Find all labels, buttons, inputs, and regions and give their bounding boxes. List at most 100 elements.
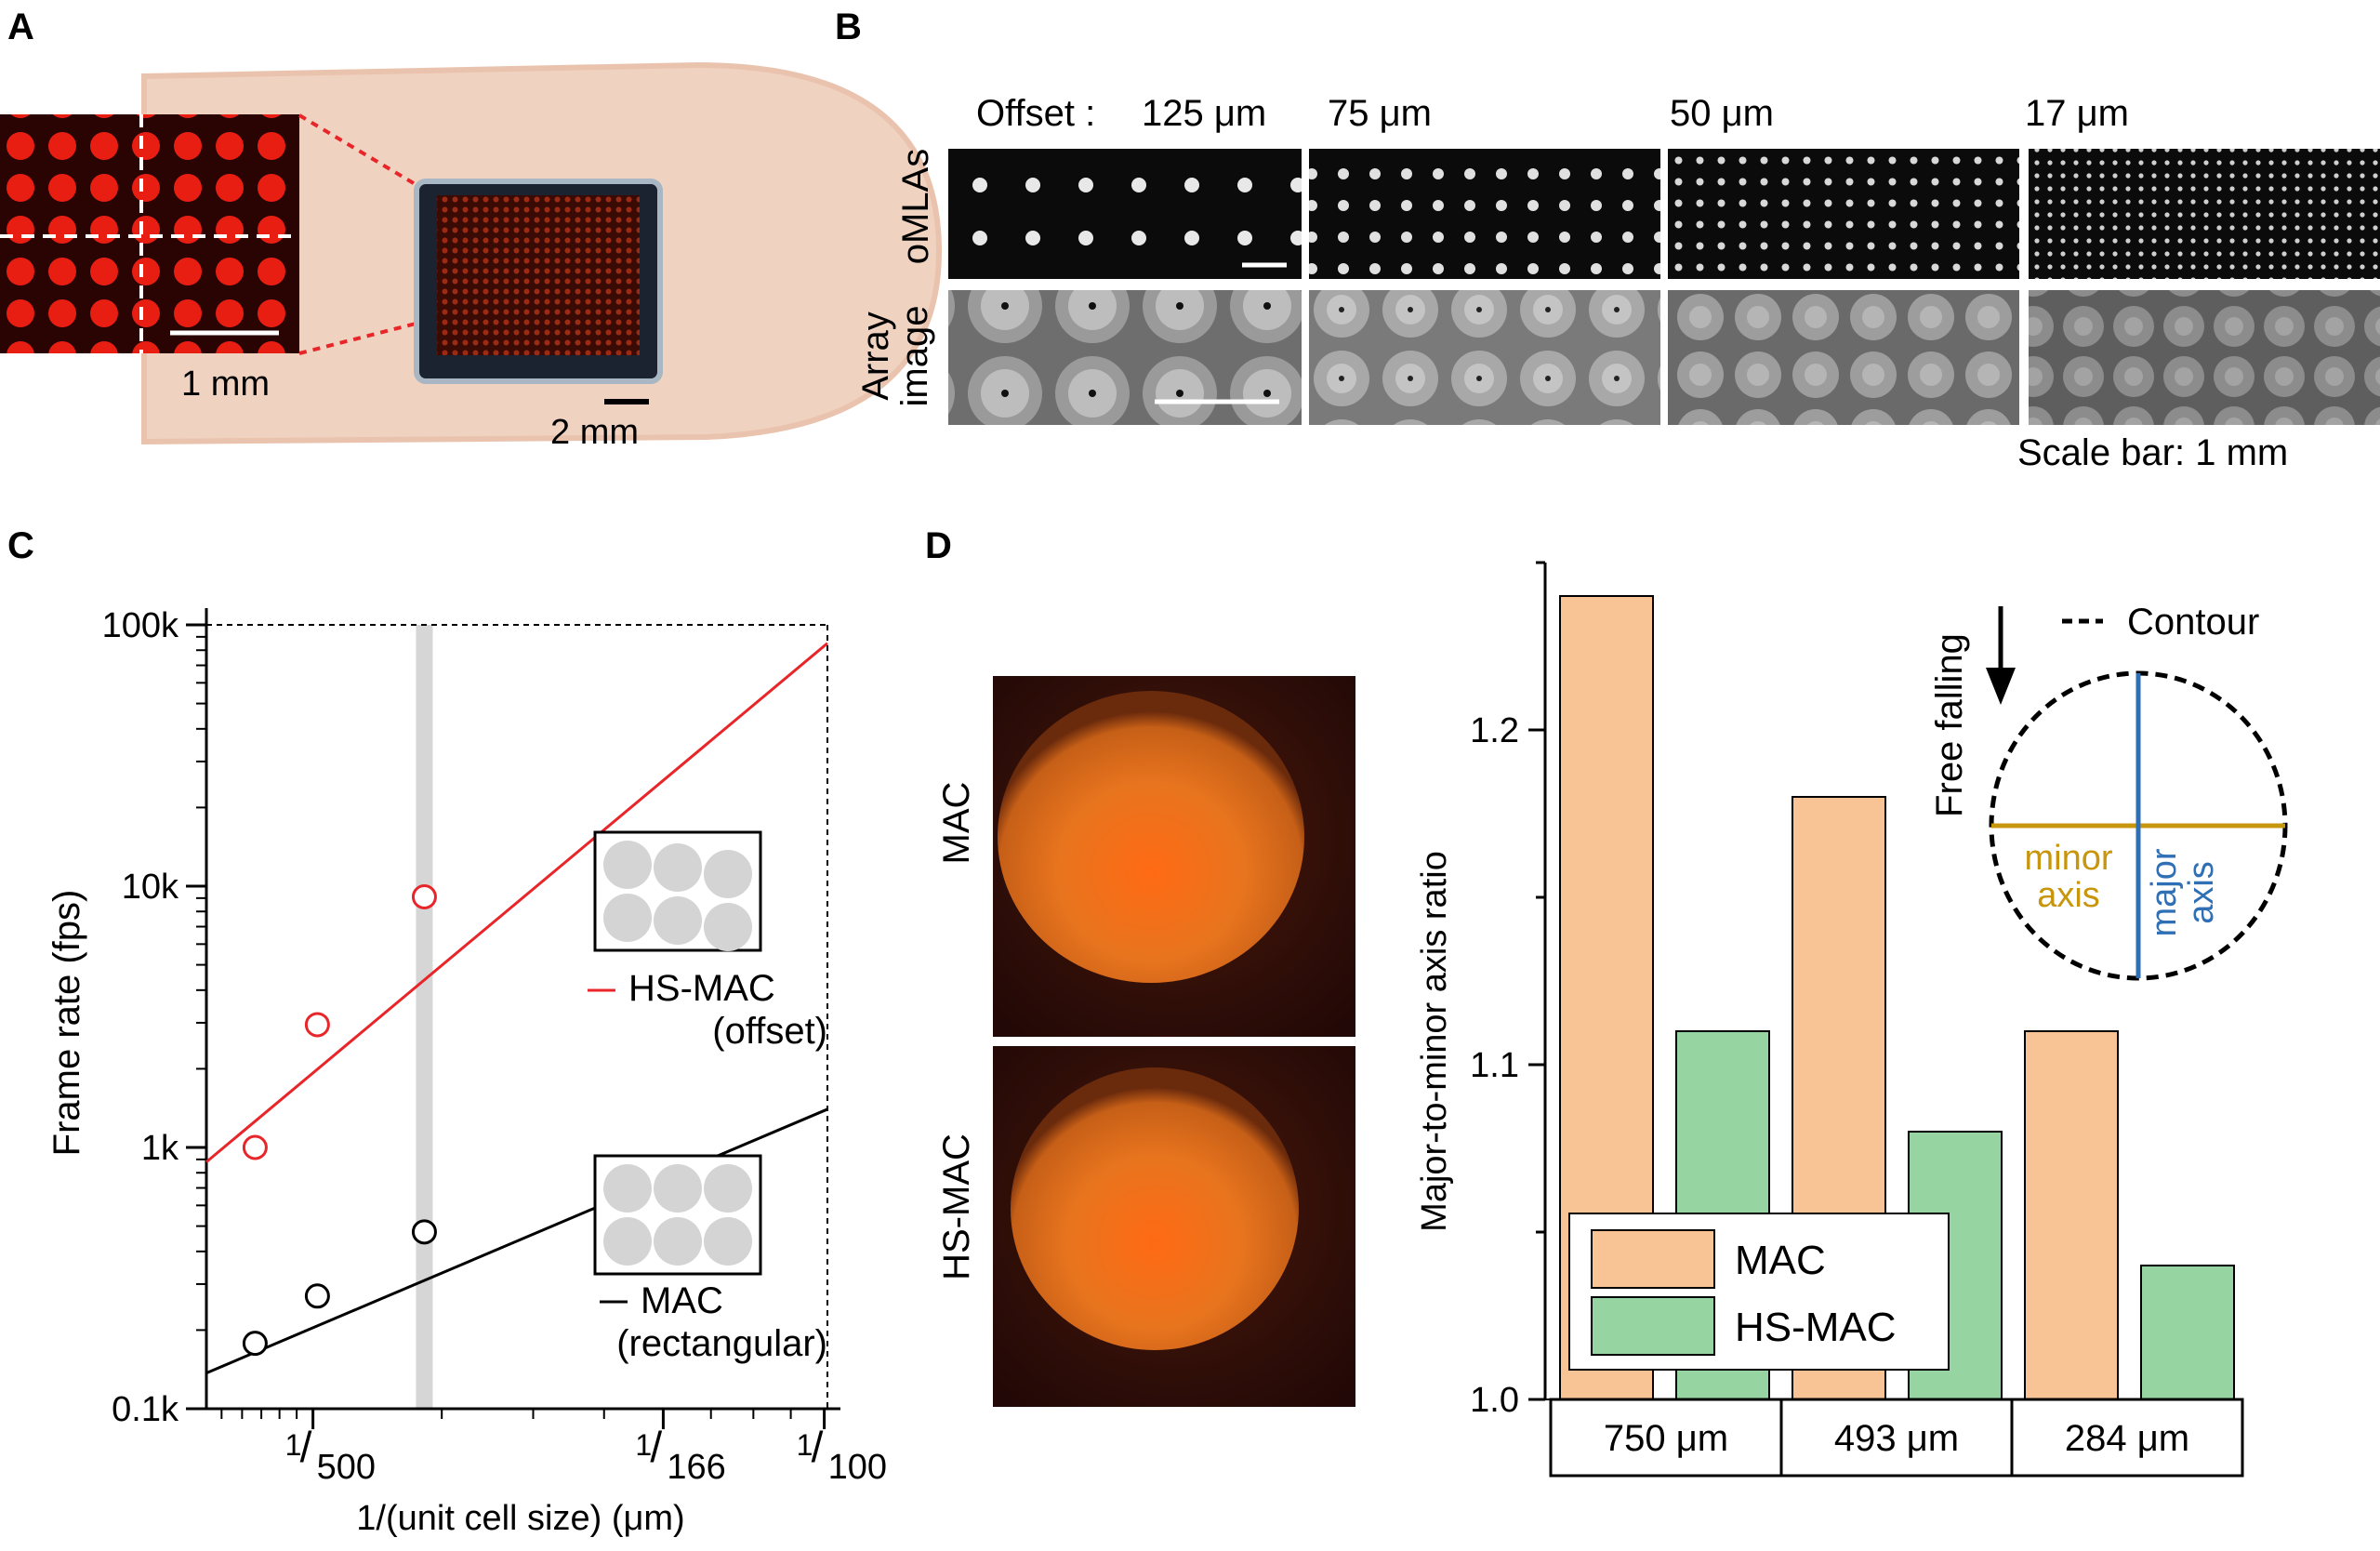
x-tick-numerator: 1 bbox=[285, 1428, 302, 1462]
frame-rate-x-label: 1/(unit cell size) (μm) bbox=[356, 1499, 684, 1538]
fit-line-hs-mac bbox=[205, 642, 828, 1163]
scale-note: Scale bar: 1 mm bbox=[2017, 432, 2288, 473]
bar-mac bbox=[2024, 1030, 2119, 1400]
scale-label-small: 1 mm bbox=[181, 365, 270, 404]
zoom-inset bbox=[0, 114, 299, 353]
bar-legend-label: HS-MAC bbox=[1735, 1305, 1897, 1350]
major-axis-label-2: axis bbox=[2182, 861, 2221, 924]
ratio-y-tick-label: 1.1 bbox=[1470, 1046, 1519, 1085]
legend-label: HS-MAC bbox=[628, 968, 775, 1009]
data-point bbox=[242, 1134, 268, 1160]
data-point bbox=[411, 1219, 437, 1245]
omla-125 bbox=[948, 149, 1302, 279]
x-tick-numerator: 1 bbox=[797, 1428, 813, 1462]
row-label-array: Array bbox=[855, 312, 896, 401]
panel-d: D MAC HS-MAC bbox=[925, 525, 1355, 1407]
y-tick-label: 0.1k bbox=[112, 1390, 179, 1429]
legend-sublabel: (rectangular) bbox=[616, 1323, 827, 1364]
contour-label: Contour bbox=[2127, 602, 2259, 643]
droplet-mac bbox=[998, 691, 1304, 983]
ratio-y-tick-label: 1.2 bbox=[1470, 711, 1519, 750]
lattice-unit-cell bbox=[654, 896, 702, 945]
lattice-unit-cell bbox=[654, 1164, 702, 1213]
lattice-unit-cell bbox=[704, 1164, 752, 1213]
chip-array bbox=[437, 195, 640, 355]
frame-rate-y-label: Frame rate (fps) bbox=[46, 890, 87, 1157]
row-label-omlas: oMLAs bbox=[895, 149, 936, 265]
panel-a: A 1 mm 2 mm bbox=[0, 7, 943, 452]
x-tick-slash: / bbox=[300, 1423, 312, 1471]
lattice-unit-cell bbox=[603, 841, 652, 889]
data-point bbox=[411, 884, 437, 910]
x-tick-slash: / bbox=[650, 1423, 662, 1471]
category-label: 493 μm bbox=[1834, 1418, 1959, 1459]
offset-value-1: 125 μm bbox=[1142, 93, 1266, 134]
omla-75 bbox=[1309, 149, 1660, 279]
panel-b: B Offset : 125 μm 75 μm 50 μm 17 μm oMLA… bbox=[835, 7, 2380, 473]
lattice-unit-cell bbox=[654, 1217, 702, 1266]
category-box bbox=[1779, 1398, 2014, 1478]
bar-legend-swatch bbox=[1591, 1296, 1715, 1356]
panel-d-chart: Major-to-minor axis ratio 1.0 1.1 1.2 750 μ… bbox=[1415, 561, 2244, 1478]
photo-label-mac: MAC bbox=[936, 782, 977, 865]
legend-label: MAC bbox=[641, 1280, 723, 1321]
bar-hs-mac bbox=[2140, 1265, 2235, 1400]
array-17 bbox=[2029, 290, 2380, 425]
category-box bbox=[2010, 1398, 2244, 1478]
x-tick-denominator: 500 bbox=[317, 1448, 376, 1487]
array-75 bbox=[1309, 290, 1660, 425]
category-label: 750 μm bbox=[1604, 1418, 1728, 1459]
lattice-unit-cell bbox=[654, 843, 702, 892]
panel-a-label: A bbox=[7, 7, 34, 47]
legend-sublabel: (offset) bbox=[712, 1011, 827, 1052]
lattice-unit-cell bbox=[603, 894, 652, 942]
panel-c-label: C bbox=[7, 525, 34, 566]
axis-ratio-y-label: Major-to-minor axis ratio bbox=[1415, 851, 1454, 1232]
y-tick-label: 100k bbox=[102, 606, 179, 645]
array-125 bbox=[948, 290, 1302, 425]
panel-c: C Frame rate (fps) 1/(unit cell size) (μ… bbox=[7, 525, 887, 1538]
scale-label-large: 2 mm bbox=[550, 413, 639, 452]
lattice-unit-cell bbox=[704, 850, 752, 898]
x-tick-numerator: 1 bbox=[635, 1428, 652, 1462]
lattice-unit-cell bbox=[704, 903, 752, 951]
free-falling-label: Free falling bbox=[1929, 633, 1970, 817]
data-point bbox=[304, 1012, 330, 1038]
major-axis-label-1: major bbox=[2145, 848, 2184, 936]
y-tick-label: 10k bbox=[122, 868, 179, 907]
finger-edge bbox=[141, 61, 943, 445]
category-label: 284 μm bbox=[2065, 1418, 2189, 1459]
droplet-hs-mac bbox=[1011, 1067, 1299, 1350]
row-label-image: image bbox=[894, 306, 935, 407]
omla-50 bbox=[1668, 149, 2019, 279]
lattice-unit-cell bbox=[603, 1164, 652, 1213]
offset-value-3: 50 μm bbox=[1670, 93, 1774, 134]
photo-label-hs-mac: HS-MAC bbox=[936, 1133, 977, 1280]
bar-legend-swatch bbox=[1591, 1229, 1715, 1289]
offset-value-2: 75 μm bbox=[1328, 93, 1432, 134]
data-point bbox=[242, 1331, 268, 1357]
highlight-band bbox=[416, 625, 433, 1409]
bar-legend-label: MAC bbox=[1735, 1238, 1826, 1283]
x-tick-slash: / bbox=[812, 1423, 824, 1471]
data-point bbox=[304, 1283, 330, 1309]
minor-axis-label-1: minor bbox=[2024, 839, 2112, 878]
lattice-unit-cell bbox=[704, 1217, 752, 1266]
offset-value-4: 17 μm bbox=[2025, 93, 2129, 134]
x-tick-denominator: 166 bbox=[667, 1448, 725, 1487]
panel-d-label: D bbox=[925, 525, 952, 566]
axis-diagram-inset: Contour Free falling minor axis major ax… bbox=[1929, 602, 2288, 981]
offset-label: Offset : bbox=[976, 93, 1095, 134]
x-tick-denominator: 100 bbox=[828, 1448, 887, 1487]
falling-arrow-icon bbox=[1986, 668, 2016, 705]
omla-17 bbox=[2029, 149, 2380, 279]
y-tick-label: 1k bbox=[141, 1129, 179, 1168]
panel-b-label: B bbox=[835, 7, 862, 47]
fit-line-mac bbox=[205, 1107, 828, 1374]
minor-axis-label-2: axis bbox=[2037, 876, 2100, 915]
ratio-y-tick-label: 1.0 bbox=[1470, 1381, 1519, 1420]
lattice-unit-cell bbox=[603, 1217, 652, 1266]
array-50 bbox=[1668, 290, 2019, 425]
